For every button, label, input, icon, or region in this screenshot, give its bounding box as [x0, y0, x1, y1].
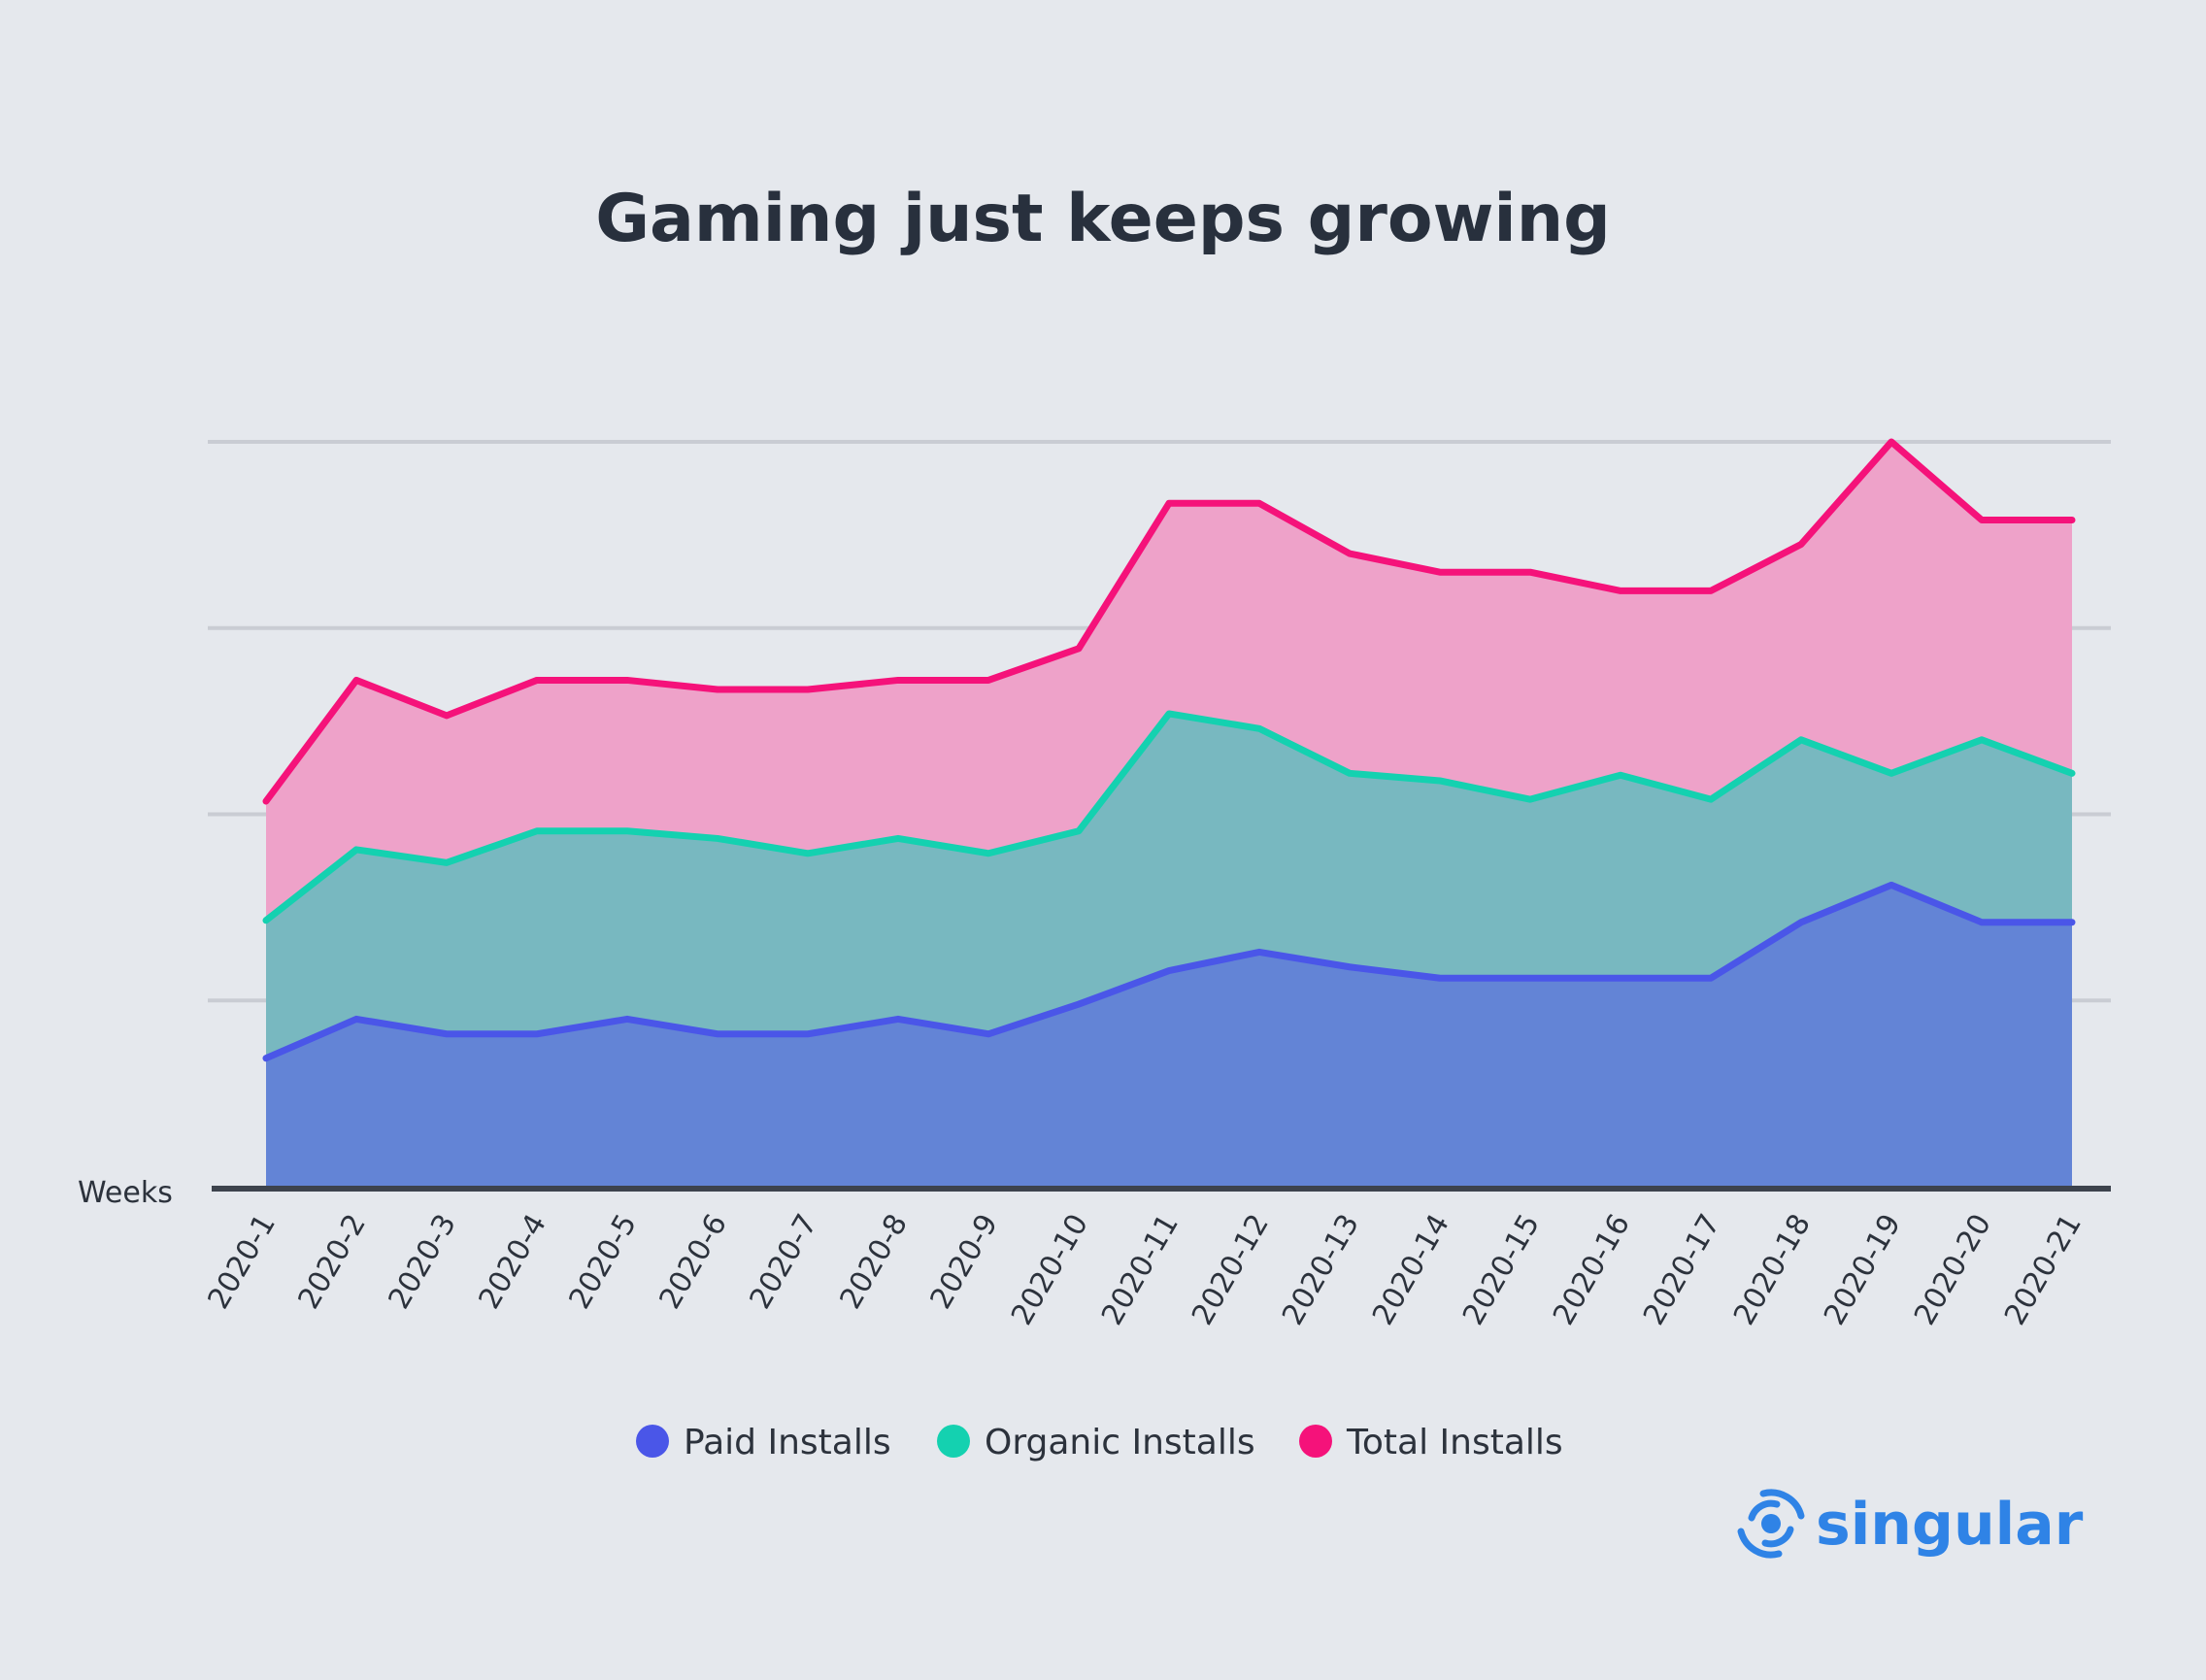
area-fills [266, 442, 2072, 1187]
legend-item-total-installs: Total Installs [1299, 1423, 1563, 1462]
x-tick-label: 2020-21 [1998, 1209, 2089, 1331]
x-tick-label: 2020-6 [652, 1209, 733, 1316]
x-tick-label: 2020-3 [382, 1209, 462, 1316]
x-tick-label: 2020-18 [1727, 1209, 1818, 1331]
x-tick-label: 2020-14 [1366, 1209, 1456, 1331]
legend-item-paid-installs: Paid Installs [636, 1423, 891, 1462]
x-tick-label: 2020-11 [1095, 1209, 1186, 1331]
x-tick-label: 2020-2 [291, 1209, 372, 1316]
legend-label: Total Installs [1346, 1423, 1563, 1462]
x-tick-label: 2020-9 [923, 1209, 1004, 1316]
x-tick-label: 2020-20 [1908, 1209, 1998, 1331]
legend-label: Organic Installs [985, 1423, 1255, 1462]
legend-swatch [636, 1425, 669, 1458]
x-tick-label: 2020-13 [1276, 1209, 1366, 1331]
legend: Paid Installs Organic Installs Total Insta… [636, 1423, 1563, 1462]
x-tick-label: 2020-15 [1456, 1209, 1547, 1331]
x-tick-label: 2020-19 [1818, 1209, 1908, 1331]
x-tick-label: 2020-1 [201, 1209, 282, 1316]
brand-logo: singular [1737, 1489, 2084, 1559]
x-tick-label: 2020-7 [743, 1209, 823, 1316]
total-installs-line [262, 438, 2076, 805]
x-axis-label: Weeks [78, 1176, 173, 1210]
legend-swatch [937, 1425, 970, 1458]
x-tick-label: 2020-12 [1186, 1209, 1276, 1331]
x-tick-label: 2020-17 [1637, 1209, 1727, 1331]
paid-installs-line [262, 881, 2076, 1062]
x-tick-labels: 2020-1 2020-2 2020-3 2020-4 2020-5 2020-6 2020… [201, 1209, 2088, 1331]
x-tick-label: 2020-10 [1005, 1209, 1095, 1331]
x-tick-label: 2020-5 [562, 1209, 643, 1316]
series-lines [262, 438, 2076, 1062]
chart-title: Gaming just keeps growing [595, 181, 1611, 257]
legend-item-organic-installs: Organic Installs [937, 1423, 1255, 1462]
x-tick-label: 2020-4 [472, 1209, 552, 1316]
singular-logo-icon [1737, 1489, 1805, 1559]
paid-installs-area [266, 885, 2072, 1187]
brand-name: singular [1816, 1491, 2084, 1559]
organic-installs-line [262, 710, 2076, 924]
x-tick-label: 2020-8 [833, 1209, 914, 1316]
legend-label: Paid Installs [684, 1423, 891, 1462]
legend-swatch [1299, 1425, 1332, 1458]
x-tick-label: 2020-16 [1547, 1209, 1637, 1331]
